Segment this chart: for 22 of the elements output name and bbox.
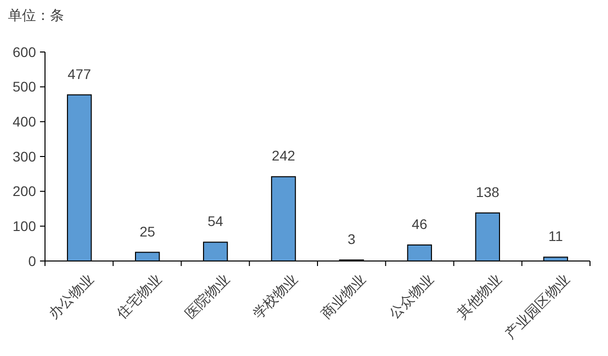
data-label: 25 bbox=[140, 223, 156, 240]
y-tick-label: 300 bbox=[12, 148, 36, 164]
x-tick-label: 学校物业 bbox=[250, 270, 301, 322]
data-label: 3 bbox=[348, 230, 356, 247]
y-tick-label: 200 bbox=[12, 183, 36, 200]
data-label: 54 bbox=[208, 213, 224, 230]
data-label: 46 bbox=[412, 216, 428, 232]
x-tick-label: 办公物业 bbox=[46, 270, 96, 322]
y-tick-label: 100 bbox=[12, 218, 36, 234]
y-tick-label: 500 bbox=[12, 78, 36, 95]
y-tick-label: 0 bbox=[28, 252, 36, 269]
data-label: 11 bbox=[548, 228, 564, 244]
y-axis-title: 单位：条 bbox=[8, 7, 64, 23]
y-tick-label: 400 bbox=[12, 114, 36, 130]
x-tick-label: 医院物业 bbox=[182, 270, 232, 322]
data-label: 477 bbox=[68, 66, 92, 82]
x-tick-label: 公众物业 bbox=[386, 270, 437, 322]
data-label: 138 bbox=[476, 184, 500, 200]
x-tick-label: 商业物业 bbox=[318, 270, 369, 322]
y-tick-label: 600 bbox=[12, 44, 36, 60]
x-tick-label: 住宅物业 bbox=[112, 270, 164, 322]
data-label: 242 bbox=[272, 148, 296, 164]
